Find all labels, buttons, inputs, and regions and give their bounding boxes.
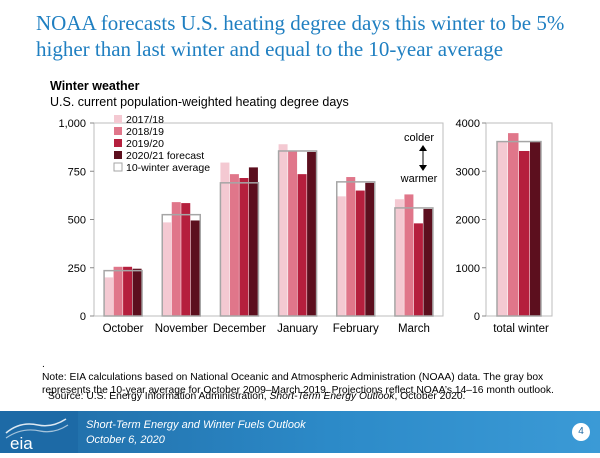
legend-label: 2017/18: [126, 114, 164, 126]
footer-title: Short-Term Energy and Winter Fuels Outlo…: [86, 419, 306, 431]
y-tick-label: 4000: [456, 118, 480, 130]
y-tick-label: 1000: [456, 263, 480, 275]
bar: [336, 196, 346, 316]
eia-logo-icon: eia: [5, 418, 69, 453]
x-tick-label: December: [213, 323, 266, 335]
x-tick-label: November: [155, 323, 208, 335]
bar: [413, 223, 423, 316]
y-tick-label: 1,000: [58, 118, 86, 130]
note-mark: .: [42, 359, 45, 370]
total-chart: 0 1000 2000 3000 4000 total winter: [456, 118, 553, 335]
y-tick-label: 3000: [456, 166, 480, 178]
y-tick-label: 0: [474, 311, 480, 323]
annotation-warmer: warmer: [400, 173, 438, 185]
chart-title: Winter weather: [50, 79, 140, 93]
footer-date: October 6, 2020: [86, 434, 165, 446]
bar: [104, 277, 114, 316]
chart-area: 0 250 500 750 1,000 October November December Ja…: [58, 114, 553, 335]
source-prefix: Source: U.S. Energy Information Administ…: [48, 391, 270, 402]
average-box: [103, 269, 143, 317]
legend-swatch: [113, 162, 123, 172]
source: Source: U.S. Energy Information Administ…: [48, 391, 465, 402]
arrowhead-up: [419, 145, 427, 151]
bar: [297, 174, 307, 316]
headline: NOAA forecasts U.S. heating degree days …: [36, 11, 565, 61]
average-box: [496, 140, 542, 317]
average-box: [219, 182, 260, 317]
average-box: [277, 150, 318, 317]
legend-swatch: [114, 151, 122, 159]
legend-label: 2020/21 forecast: [126, 150, 204, 162]
bar: [162, 222, 172, 316]
bar: [239, 178, 249, 316]
legend-swatch: [114, 115, 122, 123]
y-tick-label: 750: [68, 166, 86, 178]
note-text: Note: EIA calculations based on National…: [42, 372, 554, 396]
bar: [278, 144, 288, 316]
average-box: [336, 181, 376, 317]
bar: [365, 182, 375, 316]
monthly-chart: 0 250 500 750 1,000 October November December Ja…: [58, 114, 444, 335]
bar: [132, 268, 142, 316]
bar: [346, 177, 356, 316]
bar: [404, 194, 414, 316]
eia-logo-text: eia: [10, 434, 33, 453]
bar: [307, 151, 317, 316]
bar: [423, 208, 433, 316]
footer-bar: eia Short-Term Energy and Winter Fuels O…: [0, 411, 600, 453]
y-tick-label: 500: [68, 215, 86, 227]
bar: [248, 167, 258, 316]
chart-subtitle: U.S. current population-weighted heating…: [50, 95, 349, 109]
bar: [171, 202, 181, 316]
legend-label: 2018/19: [126, 126, 164, 138]
bar: [508, 133, 519, 316]
legend-swatch: [114, 127, 122, 135]
bar: [288, 150, 298, 316]
bar: [229, 174, 239, 316]
bar: [123, 266, 133, 316]
eia-logo: eia: [0, 411, 78, 453]
bar: [181, 203, 191, 316]
average-box: [394, 207, 434, 317]
x-tick-label: March: [398, 323, 430, 335]
bar: [519, 150, 530, 316]
page-number: 4: [572, 423, 590, 441]
legend-label: 10-winter average: [126, 162, 210, 174]
source-suffix: , October 2020.: [394, 391, 466, 402]
y-tick-label: 0: [80, 311, 86, 323]
bar: [220, 162, 230, 316]
annotation-colder: colder: [404, 132, 434, 144]
legend-label: 2019/20: [126, 138, 164, 150]
legend-swatch: [114, 139, 122, 147]
average-box: [161, 213, 201, 317]
bar: [394, 199, 404, 316]
bar: [113, 266, 123, 316]
x-tick-label: October: [103, 323, 144, 335]
bar: [355, 190, 365, 316]
x-tick-label: January: [277, 323, 318, 335]
arrowhead-down: [419, 165, 427, 171]
note: . Note: EIA calculations based on Nation…: [42, 358, 587, 397]
y-tick-label: 250: [68, 263, 86, 275]
source-title: Short-Term Energy Outlook: [269, 391, 395, 402]
bar: [190, 220, 200, 316]
x-tick-label: total winter: [493, 323, 549, 335]
y-tick-label: 2000: [456, 215, 480, 227]
bar: [530, 141, 541, 316]
bar: [497, 141, 508, 316]
x-tick-label: February: [333, 323, 379, 335]
